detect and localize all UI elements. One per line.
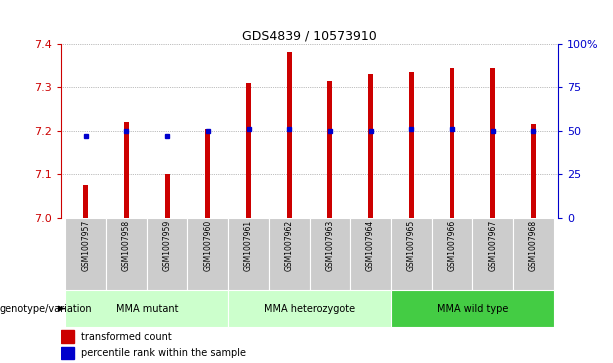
Text: percentile rank within the sample: percentile rank within the sample	[81, 348, 246, 358]
Bar	[391, 290, 554, 327]
Text: MMA heterozygote: MMA heterozygote	[264, 303, 355, 314]
Bar	[368, 74, 373, 218]
Bar	[490, 68, 495, 218]
Bar	[310, 218, 350, 290]
Bar	[188, 218, 228, 290]
Bar	[61, 347, 74, 359]
Bar	[409, 72, 414, 218]
Bar	[165, 174, 170, 218]
Text: GSM1007968: GSM1007968	[529, 220, 538, 271]
Text: genotype/variation: genotype/variation	[0, 303, 93, 314]
Text: GSM1007961: GSM1007961	[244, 220, 253, 271]
Bar	[391, 218, 432, 290]
Bar	[473, 218, 513, 290]
Text: GSM1007963: GSM1007963	[326, 220, 335, 271]
Bar	[66, 290, 228, 327]
Bar	[106, 218, 147, 290]
Text: GSM1007957: GSM1007957	[81, 220, 90, 271]
Bar	[66, 218, 106, 290]
Bar	[61, 330, 74, 343]
Bar	[531, 124, 536, 218]
Bar	[432, 218, 473, 290]
Text: GSM1007962: GSM1007962	[284, 220, 294, 271]
Bar	[246, 83, 251, 218]
Bar	[327, 81, 332, 218]
Bar	[513, 218, 554, 290]
Text: GSM1007959: GSM1007959	[162, 220, 172, 271]
Text: transformed count: transformed count	[81, 332, 172, 342]
Text: GSM1007958: GSM1007958	[122, 220, 131, 271]
Text: MMA wild type: MMA wild type	[436, 303, 508, 314]
Bar	[228, 218, 269, 290]
Bar	[205, 129, 210, 218]
Bar	[350, 218, 391, 290]
Bar	[449, 68, 454, 218]
Text: GSM1007967: GSM1007967	[488, 220, 497, 271]
Bar	[287, 52, 292, 218]
Text: GSM1007965: GSM1007965	[407, 220, 416, 271]
Bar	[83, 185, 88, 218]
Bar	[269, 218, 310, 290]
Text: GSM1007960: GSM1007960	[204, 220, 212, 271]
Bar	[124, 122, 129, 218]
Text: GSM1007966: GSM1007966	[447, 220, 457, 271]
Title: GDS4839 / 10573910: GDS4839 / 10573910	[242, 29, 377, 42]
Bar	[147, 218, 188, 290]
Text: MMA mutant: MMA mutant	[115, 303, 178, 314]
Text: GSM1007964: GSM1007964	[366, 220, 375, 271]
Bar	[228, 290, 391, 327]
